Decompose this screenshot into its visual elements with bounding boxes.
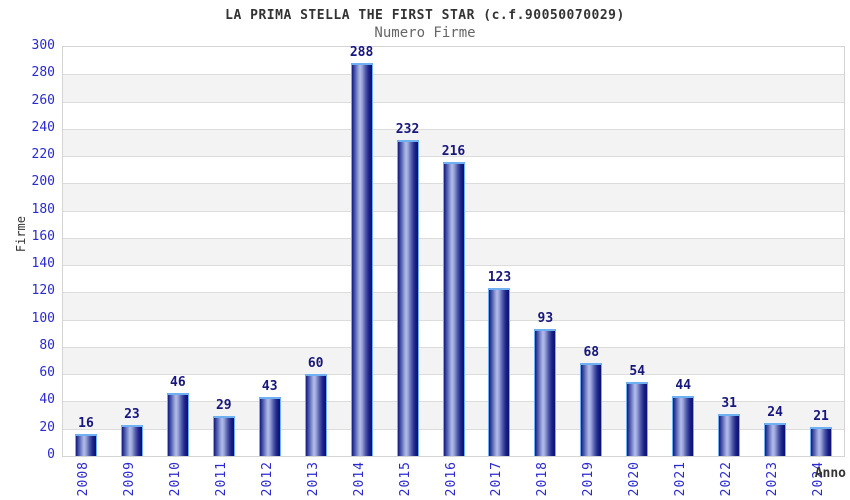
y-tick-label: 0	[47, 447, 55, 462]
bar-value-label: 23	[124, 406, 140, 422]
plot-band	[63, 128, 844, 157]
x-tick-label: 2021	[673, 461, 689, 497]
bar-value-label: 68	[583, 345, 600, 361]
y-tick-label: 200	[31, 174, 55, 190]
bar-value-label: 16	[78, 416, 94, 432]
x-tick-label: 2020	[627, 461, 643, 497]
x-tick-label: 2013	[305, 461, 321, 497]
y-tick-label: 40	[39, 392, 55, 408]
bar-value-label: 31	[721, 395, 737, 411]
gridline	[63, 156, 844, 158]
chart-subtitle: Numero Firme	[374, 25, 476, 41]
y-tick-label: 180	[31, 201, 55, 217]
y-tick-label: 300	[31, 38, 55, 53]
bar-value-label: 29	[215, 398, 232, 414]
y-tick-label: 140	[31, 256, 55, 272]
bar-2017	[488, 288, 511, 456]
bar-value-label: 21	[813, 409, 829, 425]
bar-2021	[672, 396, 695, 456]
x-axis-title: Anno	[814, 466, 846, 481]
bar-value-label: 123	[487, 270, 512, 286]
x-tick-label: 2014	[351, 461, 367, 497]
bar-value-label: 288	[349, 45, 374, 61]
bar-2011	[212, 416, 235, 456]
y-tick-label: 60	[39, 365, 55, 381]
bar-2015	[396, 139, 419, 456]
bar-2010	[166, 393, 189, 456]
y-tick-label: 260	[31, 92, 55, 108]
plot-band	[63, 74, 844, 102]
plot-band	[63, 47, 844, 75]
x-tick-label: 2010	[167, 461, 183, 497]
bar-value-label: 44	[675, 378, 692, 393]
x-tick-label: 2022	[719, 461, 735, 497]
gridline	[63, 74, 844, 76]
plot-band	[63, 101, 844, 129]
bar-value-label: 232	[395, 121, 420, 137]
bar-value-label: 60	[307, 356, 324, 372]
bar-value-label: 54	[629, 364, 646, 380]
gridline	[63, 101, 844, 103]
x-tick-label: 2018	[535, 461, 551, 497]
x-tick-label: 2008	[75, 461, 91, 497]
bar-2018	[534, 329, 557, 456]
bar-2009	[120, 424, 143, 456]
bar-2023	[764, 423, 787, 456]
bar-2022	[718, 413, 741, 456]
x-tick-label: 2017	[489, 461, 505, 497]
bar-2024	[810, 427, 833, 456]
y-axis-title: Firme	[14, 216, 28, 253]
bar-2020	[626, 382, 649, 456]
x-tick-label: 2019	[581, 461, 597, 497]
chart-title: LA PRIMA STELLA THE FIRST STAR (c.f.9005…	[225, 8, 625, 23]
x-tick-label: 2009	[121, 461, 137, 497]
bar-2016	[442, 161, 465, 456]
y-tick-label: 120	[31, 283, 55, 299]
x-tick-label: 2023	[765, 461, 781, 497]
y-tick-label: 160	[31, 228, 55, 244]
bar-2012	[258, 397, 281, 456]
x-tick-label: 2015	[397, 461, 413, 497]
y-tick-label: 80	[39, 337, 55, 353]
y-tick-label: 20	[39, 419, 55, 435]
bar-2019	[580, 363, 603, 456]
x-tick-label: 2011	[213, 461, 229, 497]
bar-value-label: 24	[767, 405, 783, 421]
bar-2014	[350, 63, 373, 456]
y-tick-label: 220	[31, 147, 55, 163]
bar-value-label: 216	[441, 143, 466, 159]
x-tick-label: 2012	[259, 461, 275, 497]
bar-value-label: 43	[261, 379, 278, 395]
gridline	[63, 128, 844, 130]
y-tick-label: 240	[31, 119, 55, 135]
y-tick-label: 100	[31, 310, 55, 326]
y-tick-label: 280	[31, 65, 55, 81]
bar-2008	[74, 434, 97, 456]
bar-value-label: 46	[170, 375, 186, 391]
plot-area: 16 23 46 29 43 60 288 232 216 123 93 68 54 44 31 24 21	[62, 45, 845, 457]
bar-2013	[304, 374, 327, 456]
x-tick-label: 2016	[443, 461, 459, 497]
bar-value-label: 93	[537, 311, 554, 327]
